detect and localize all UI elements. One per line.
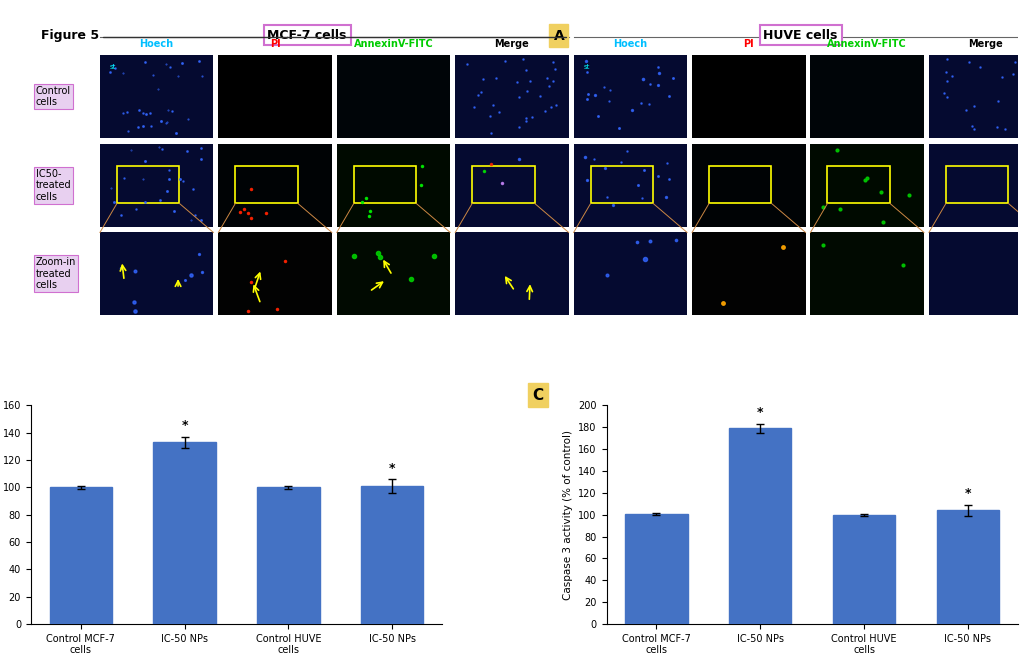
FancyBboxPatch shape — [100, 233, 214, 315]
Text: C: C — [533, 388, 544, 403]
FancyBboxPatch shape — [692, 233, 806, 315]
Text: Control
cells: Control cells — [36, 86, 71, 107]
Text: MCF-7 cells: MCF-7 cells — [267, 28, 346, 41]
Bar — [946, 166, 1008, 204]
FancyBboxPatch shape — [929, 144, 1028, 227]
FancyBboxPatch shape — [337, 55, 450, 138]
Text: AnnexinV-FITC: AnnexinV-FITC — [828, 39, 907, 49]
Text: *: * — [389, 462, 396, 475]
FancyBboxPatch shape — [692, 144, 806, 227]
Bar — [729, 428, 792, 624]
Bar — [833, 514, 895, 624]
FancyBboxPatch shape — [692, 55, 806, 138]
Bar — [828, 166, 890, 204]
Text: Merge: Merge — [968, 39, 1003, 49]
Text: A: A — [553, 28, 564, 43]
FancyBboxPatch shape — [218, 55, 332, 138]
FancyBboxPatch shape — [810, 144, 924, 227]
FancyBboxPatch shape — [574, 144, 687, 227]
FancyBboxPatch shape — [100, 144, 214, 227]
FancyBboxPatch shape — [218, 233, 332, 315]
FancyBboxPatch shape — [929, 233, 1028, 315]
Text: Hoech: Hoech — [614, 39, 648, 49]
Text: *: * — [964, 487, 971, 501]
FancyBboxPatch shape — [455, 233, 568, 315]
Bar — [591, 166, 653, 204]
Text: PI: PI — [269, 39, 281, 49]
Text: IC50-
treated
cells: IC50- treated cells — [36, 169, 71, 202]
Text: *: * — [181, 419, 188, 432]
Text: Zoom-in
treated
cells: Zoom-in treated cells — [36, 258, 76, 290]
Bar — [49, 487, 112, 624]
Text: HUVE cells: HUVE cells — [764, 28, 838, 41]
Text: PI: PI — [743, 39, 755, 49]
Text: *: * — [757, 407, 764, 419]
FancyBboxPatch shape — [929, 55, 1028, 138]
FancyBboxPatch shape — [574, 233, 687, 315]
Text: Hoech: Hoech — [140, 39, 174, 49]
Bar — [153, 442, 216, 624]
FancyBboxPatch shape — [810, 55, 924, 138]
Bar — [472, 166, 535, 204]
FancyBboxPatch shape — [218, 144, 332, 227]
Bar — [361, 486, 424, 624]
Bar — [257, 487, 320, 624]
Bar — [709, 166, 771, 204]
FancyBboxPatch shape — [337, 144, 450, 227]
FancyBboxPatch shape — [455, 55, 568, 138]
FancyBboxPatch shape — [810, 233, 924, 315]
FancyBboxPatch shape — [455, 144, 568, 227]
Bar — [117, 166, 179, 204]
FancyBboxPatch shape — [574, 55, 687, 138]
Text: Figure 5: Figure 5 — [41, 28, 99, 41]
FancyBboxPatch shape — [337, 233, 450, 315]
FancyBboxPatch shape — [100, 55, 214, 138]
Bar — [354, 166, 416, 204]
Bar — [625, 514, 688, 624]
Text: st: st — [110, 64, 116, 70]
Text: AnnexinV-FITC: AnnexinV-FITC — [354, 39, 434, 49]
Bar — [937, 510, 999, 624]
Bar — [235, 166, 298, 204]
Y-axis label: Caspase 3 activity (% of control): Caspase 3 activity (% of control) — [562, 430, 573, 600]
Text: Merge: Merge — [494, 39, 529, 49]
Text: st: st — [584, 64, 590, 70]
